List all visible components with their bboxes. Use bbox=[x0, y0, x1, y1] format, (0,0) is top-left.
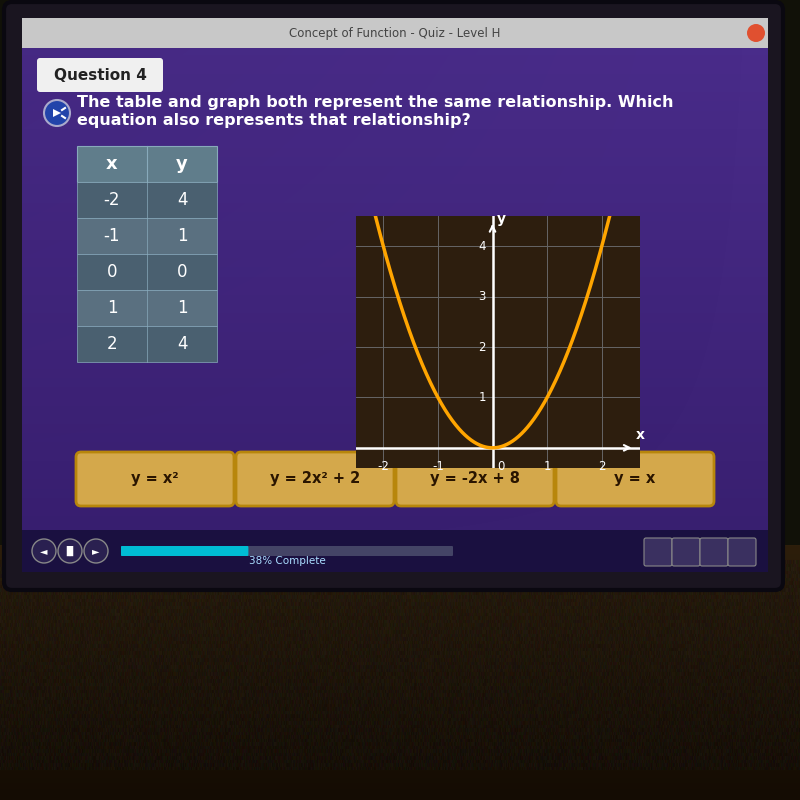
Text: 2: 2 bbox=[598, 461, 606, 474]
Text: y: y bbox=[176, 155, 188, 173]
FancyBboxPatch shape bbox=[22, 530, 768, 572]
Text: The table and graph both represent the same relationship. Which: The table and graph both represent the s… bbox=[77, 95, 674, 110]
Text: 0: 0 bbox=[497, 461, 504, 474]
Text: 1: 1 bbox=[478, 391, 486, 404]
Text: x: x bbox=[635, 428, 645, 442]
FancyBboxPatch shape bbox=[396, 452, 554, 506]
FancyBboxPatch shape bbox=[556, 452, 714, 506]
Text: 4: 4 bbox=[177, 191, 187, 209]
Text: y = x: y = x bbox=[614, 471, 656, 486]
FancyBboxPatch shape bbox=[644, 538, 672, 566]
Text: equation also represents that relationship?: equation also represents that relationsh… bbox=[77, 114, 470, 129]
Text: ◄: ◄ bbox=[40, 546, 48, 556]
Text: -1: -1 bbox=[432, 461, 444, 474]
FancyBboxPatch shape bbox=[37, 58, 163, 92]
Text: -2: -2 bbox=[378, 461, 390, 474]
Text: 2: 2 bbox=[478, 341, 486, 354]
FancyBboxPatch shape bbox=[77, 326, 217, 362]
FancyBboxPatch shape bbox=[76, 452, 234, 506]
Text: Concept of Function - Quiz - Level H: Concept of Function - Quiz - Level H bbox=[290, 26, 501, 39]
Text: y = 2x² + 2: y = 2x² + 2 bbox=[270, 471, 360, 486]
Text: y = x²: y = x² bbox=[131, 471, 179, 486]
FancyBboxPatch shape bbox=[22, 18, 768, 48]
FancyBboxPatch shape bbox=[77, 290, 217, 326]
Text: 1: 1 bbox=[177, 299, 187, 317]
FancyBboxPatch shape bbox=[728, 538, 756, 566]
Text: -2: -2 bbox=[104, 191, 120, 209]
Text: 1: 1 bbox=[177, 227, 187, 245]
Circle shape bbox=[32, 539, 56, 563]
Text: Question 4: Question 4 bbox=[54, 67, 146, 82]
FancyBboxPatch shape bbox=[672, 538, 700, 566]
FancyBboxPatch shape bbox=[4, 2, 783, 590]
Circle shape bbox=[58, 539, 82, 563]
Text: 2: 2 bbox=[106, 335, 118, 353]
Text: y = -2x + 8: y = -2x + 8 bbox=[430, 471, 520, 486]
FancyBboxPatch shape bbox=[121, 546, 453, 556]
FancyBboxPatch shape bbox=[77, 254, 217, 290]
Text: ▐▌: ▐▌ bbox=[62, 546, 78, 556]
FancyBboxPatch shape bbox=[236, 452, 394, 506]
Text: 3: 3 bbox=[478, 290, 486, 303]
Text: 0: 0 bbox=[106, 263, 118, 281]
FancyBboxPatch shape bbox=[77, 218, 217, 254]
Circle shape bbox=[84, 539, 108, 563]
Text: 0: 0 bbox=[177, 263, 187, 281]
Text: y: y bbox=[497, 211, 506, 226]
Text: 4: 4 bbox=[478, 240, 486, 253]
Circle shape bbox=[747, 24, 765, 42]
Text: 1: 1 bbox=[543, 461, 551, 474]
Text: 38% Complete: 38% Complete bbox=[249, 556, 326, 566]
Text: x: x bbox=[106, 155, 118, 173]
FancyBboxPatch shape bbox=[77, 146, 217, 182]
Text: 4: 4 bbox=[177, 335, 187, 353]
Circle shape bbox=[44, 100, 70, 126]
FancyBboxPatch shape bbox=[77, 182, 217, 218]
FancyBboxPatch shape bbox=[700, 538, 728, 566]
Text: 1: 1 bbox=[106, 299, 118, 317]
Text: -1: -1 bbox=[104, 227, 120, 245]
Text: ►: ► bbox=[92, 546, 100, 556]
FancyBboxPatch shape bbox=[121, 546, 248, 556]
Polygon shape bbox=[53, 109, 61, 117]
